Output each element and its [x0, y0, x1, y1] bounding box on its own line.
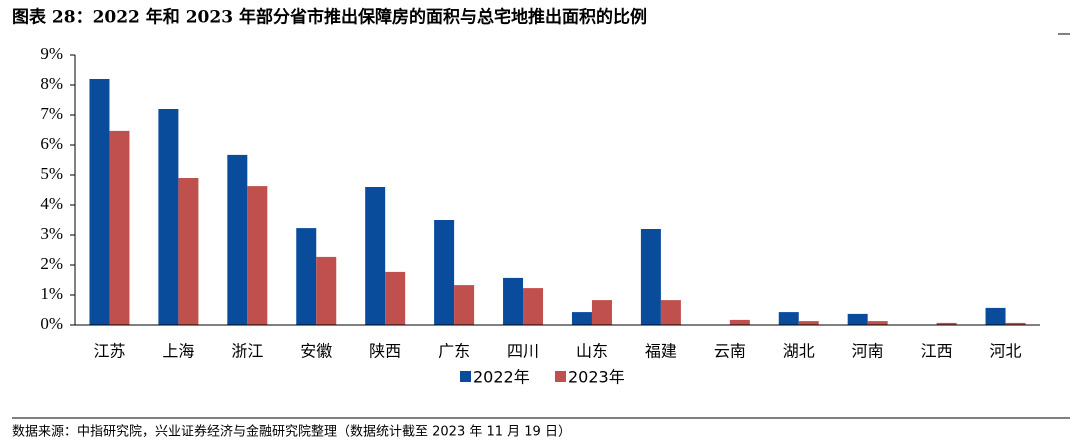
- y-tick-label: 2%: [40, 254, 63, 273]
- bar: [798, 321, 819, 325]
- bar: [365, 187, 386, 325]
- legend-label: 2023年: [568, 368, 625, 387]
- chart-title: 图表 28：2022 年和 2023 年部分省市推出保障房的面积与总宅地推出面积…: [12, 7, 647, 28]
- x-tick-label: 上海: [162, 342, 194, 361]
- bar: [385, 271, 406, 325]
- bar: [89, 79, 110, 325]
- bar: [434, 220, 455, 325]
- x-tick-label: 陕西: [369, 342, 401, 361]
- y-tick-label: 7%: [40, 104, 63, 123]
- bar: [503, 277, 524, 325]
- x-tick-label: 安徽: [300, 342, 332, 361]
- y-tick-label: 8%: [40, 74, 63, 93]
- y-tick-label: 0%: [40, 314, 63, 333]
- x-tick-label: 江苏: [93, 342, 125, 361]
- bar: [158, 109, 179, 325]
- y-tick-label: 9%: [40, 44, 63, 63]
- bar: [454, 285, 475, 325]
- bar: [316, 256, 337, 325]
- x-tick-label: 河南: [852, 342, 884, 361]
- x-tick-label: 云南: [714, 342, 746, 361]
- bar: [640, 229, 661, 325]
- bar: [178, 178, 199, 325]
- legend-swatch: [555, 371, 566, 382]
- bar: [985, 307, 1006, 325]
- x-tick-label: 湖北: [783, 342, 815, 361]
- legend-label: 2022年: [473, 368, 530, 387]
- x-tick-label: 江西: [921, 342, 953, 361]
- x-tick-label: 山东: [576, 342, 608, 361]
- bar: [778, 312, 799, 325]
- x-tick-label: 河北: [990, 342, 1022, 361]
- bar: [867, 321, 888, 325]
- bar: [571, 312, 592, 325]
- bar: [247, 186, 268, 325]
- bar: [227, 154, 248, 325]
- y-tick-label: 5%: [40, 164, 63, 183]
- x-tick-label: 广东: [438, 342, 470, 361]
- y-tick-label: 3%: [40, 224, 63, 243]
- bar: [109, 130, 130, 325]
- bar: [660, 300, 681, 325]
- x-tick-label: 四川: [507, 342, 539, 361]
- bar: [296, 228, 317, 325]
- bar: [1005, 322, 1026, 325]
- x-tick-label: 浙江: [231, 342, 263, 361]
- legend-swatch: [460, 371, 471, 382]
- bar: [936, 322, 957, 325]
- y-tick-label: 1%: [40, 284, 63, 303]
- y-tick-label: 6%: [40, 134, 63, 153]
- x-tick-label: 福建: [645, 342, 677, 361]
- bar: [591, 300, 612, 325]
- bar: [523, 288, 544, 325]
- y-tick-label: 4%: [40, 194, 63, 213]
- bar: [847, 313, 868, 325]
- bar: [729, 319, 750, 325]
- source-note: 数据来源：中指研究院，兴业证券经济与金融研究院整理（数据统计截至 2023 年 …: [12, 424, 571, 440]
